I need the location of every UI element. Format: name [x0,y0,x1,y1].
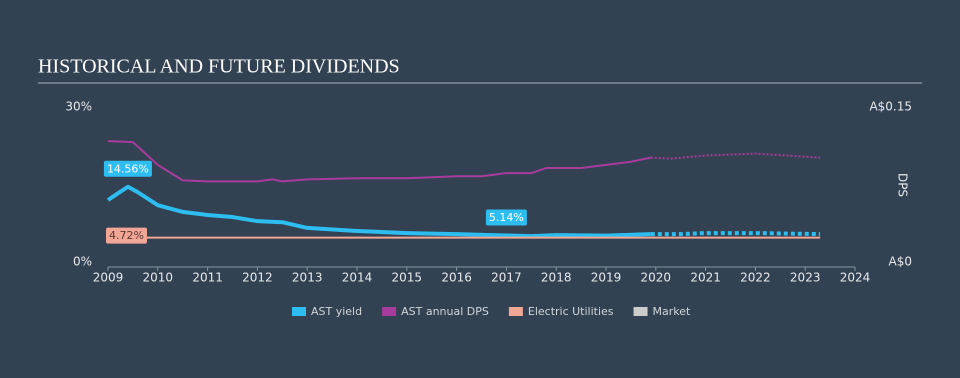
legend-swatch [292,307,306,316]
legend-swatch [633,307,648,316]
x-tick-label: 2023 [790,271,821,285]
x-tick-label: 2022 [740,271,771,285]
x-tick-label: 2010 [143,271,174,285]
legend-label: Market [653,305,691,318]
series-line [650,152,821,160]
legend-label: AST annual DPS [401,305,489,318]
x-tick-label: 2012 [242,271,273,285]
x-tick-label: 2013 [292,271,323,285]
legend-label: AST yield [311,305,362,318]
series-line [650,231,821,237]
x-tick-label: 2019 [591,271,622,285]
legend-swatch [508,307,523,316]
value-label-text: 5.14% [489,211,524,224]
series-line [107,140,652,183]
y-tick-label: 30% [65,100,92,114]
legend-label: Electric Utilities [528,305,614,318]
x-tick-label: 2014 [342,271,373,285]
y-tick-label: 0% [73,255,92,269]
y2-axis-label: DPS [896,173,910,197]
value-label: 5.14% [485,209,527,226]
x-tick-label: 2020 [641,271,672,285]
x-tick-label: 2024 [840,271,871,285]
x-tick-label: 2009 [93,271,124,285]
chart-title: HISTORICAL AND FUTURE DIVIDENDS [38,56,400,78]
value-label-text: 14.56% [107,162,149,175]
value-label-box [485,209,527,226]
value-label-box [106,227,147,244]
value-label-text: 4.72% [109,229,144,242]
series-line [106,184,651,239]
x-tick-label: 2018 [541,271,572,285]
y2-tick-label: A$0.15 [869,100,912,114]
x-tick-label: 2016 [441,271,472,285]
value-label: 14.56% [103,160,152,177]
x-tick-label: 2021 [690,271,721,285]
y2-tick-label: A$0 [889,255,912,269]
x-tick-label: 2017 [491,271,522,285]
value-label: 4.72% [106,227,147,244]
x-tick-label: 2015 [392,271,423,285]
legend-swatch [382,307,397,316]
value-label-box [103,160,152,177]
x-tick-label: 2011 [192,271,223,285]
